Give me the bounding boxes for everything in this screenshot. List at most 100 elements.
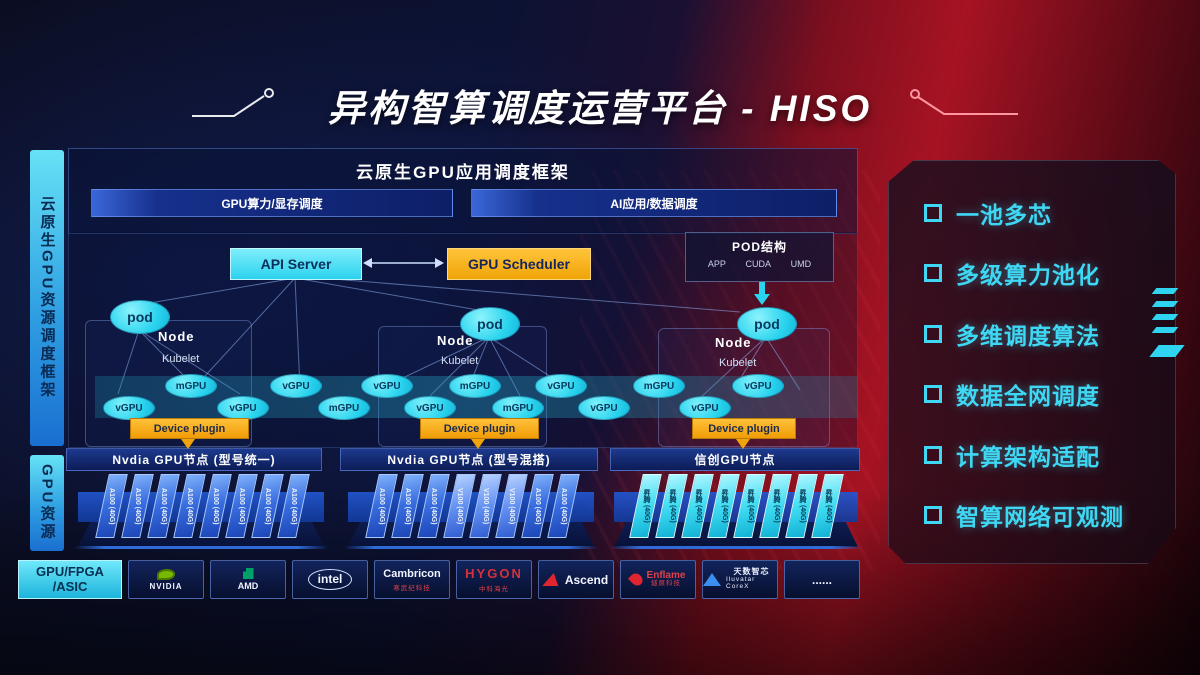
- vendor-nvidia: NVIDIA: [128, 560, 204, 599]
- gpu-chip: vGPU: [361, 374, 413, 398]
- gpu-scheduler-box: GPU Scheduler: [447, 248, 591, 280]
- feature-item: 一池多芯: [924, 196, 1176, 230]
- vendor-iluvatar: 天数智芯 Iluvatar CoreX: [702, 560, 778, 599]
- device-plugin-arrow-icon: [736, 439, 750, 449]
- gpu-chip: vGPU: [578, 396, 630, 420]
- nvidia-logo-icon: [157, 568, 175, 580]
- node-label: Node: [715, 335, 752, 350]
- vendor-name: HYGON: [465, 566, 523, 581]
- pod-structure-title: POD结构: [731, 240, 787, 254]
- page-title: 异构智算调度运营平台 - HISO: [327, 88, 873, 129]
- gpu-chip: mGPU: [492, 396, 544, 420]
- app-framework-header: 云原生GPU应用调度框架: [356, 163, 570, 182]
- gpu-chip: vGPU: [217, 396, 269, 420]
- api-server-box: API Server: [230, 248, 362, 280]
- gpu-card-label: A100 (40G): [290, 487, 298, 525]
- stack-edge: [74, 546, 328, 549]
- vendor-subname: 燧原科技: [651, 580, 681, 588]
- device-plugin-arrow-icon: [471, 439, 485, 449]
- hardware-label-line1: GPU/FPGA: [36, 563, 104, 579]
- gpu-chip: mGPU: [633, 374, 685, 398]
- hardware-type-box: GPU/FPGA /ASIC: [18, 560, 122, 599]
- feature-item: 计算架构适配: [924, 438, 1176, 472]
- vendor-cambricon: Cambricon 寒武纪科技: [374, 560, 450, 599]
- vendor-subname: 寒武纪科技: [393, 584, 431, 592]
- gpu-card-label: A100 (40G): [160, 487, 168, 525]
- vendor-subname: Iluvatar CoreX: [726, 575, 756, 590]
- feature-label: 智算网络可观测: [956, 503, 1124, 530]
- feature-label: 一池多芯: [956, 202, 1052, 228]
- pod-ellipse-1: pod: [110, 300, 170, 334]
- gpu-stack-group-2: A100 (40G) A100 (40G) A100 (40G) V100 (4…: [344, 472, 598, 556]
- vendor-hygon: HYGON 中科海光: [456, 560, 532, 599]
- gpu-card-label: 昇腾 (40G): [798, 489, 806, 523]
- gpu-chip: mGPU: [165, 374, 217, 398]
- node-group-bar-xinchuang: 信创GPU节点: [610, 448, 860, 471]
- vendor-name: NVIDIA: [149, 581, 183, 591]
- gpu-card-label: 昇腾 (40G): [668, 489, 676, 523]
- feature-item: 多维调度算法: [924, 317, 1176, 351]
- gpu-card-label: A100 (40G): [108, 487, 116, 525]
- vendor-ascend: Ascend: [538, 560, 614, 599]
- vendor-intel: intel: [292, 560, 368, 599]
- hardware-label-line2: /ASIC: [52, 578, 88, 594]
- square-bullet-icon: [924, 505, 942, 524]
- gpu-card-label: A100 (40G): [238, 487, 246, 525]
- gpu-chip: vGPU: [732, 374, 784, 398]
- feature-item: 多级算力池化: [924, 256, 1176, 290]
- pod-structure-item: APP: [707, 259, 726, 269]
- gpu-card-label: V100 (40G): [482, 487, 489, 525]
- gpu-card-label: A100 (40G): [378, 487, 386, 525]
- gpu-card-label: A100 (40G): [264, 487, 272, 525]
- more-vendors-dots: ......: [811, 572, 832, 587]
- iluvatar-logo-icon: [703, 572, 721, 586]
- feature-label: 计算架构适配: [956, 443, 1100, 470]
- app-framework-panel: 云原生GPU应用调度框架 GPU算力/显存调度 AI应用/数据调度: [68, 148, 858, 234]
- gpu-card-label: V100 (40G): [456, 487, 463, 525]
- gpu-chip: vGPU: [103, 396, 155, 420]
- device-plugin-box-2: Device plugin: [420, 418, 539, 439]
- feature-label: 多级算力池化: [956, 262, 1100, 289]
- gpu-card-label: 昇腾 (40G): [720, 489, 728, 523]
- device-plugin-box-3: Device plugin: [692, 418, 796, 439]
- vendor-more: ......: [784, 560, 860, 599]
- square-bullet-icon: [924, 385, 942, 404]
- feature-label: 数据全网调度: [956, 383, 1100, 410]
- ai-app-data-scheduling-bar: AI应用/数据调度: [471, 189, 837, 217]
- stack-edge: [344, 546, 598, 549]
- gpu-compute-scheduling-bar: GPU算力/显存调度: [91, 189, 453, 217]
- vendor-enflame: Enflame 燧原科技: [620, 560, 696, 599]
- gpu-card-label: A100 (40G): [430, 487, 438, 525]
- gpu-card-label: A100 (40G): [560, 487, 568, 525]
- kubelet-label: Kubelet: [441, 355, 479, 367]
- device-plugin-box-1: Device plugin: [130, 418, 249, 439]
- title-circuit-right-icon: [910, 89, 1018, 115]
- square-bullet-icon: [924, 324, 942, 343]
- pod-structure-item: UMD: [790, 259, 812, 269]
- kubelet-label: Kubelet: [162, 353, 200, 365]
- gpu-card-label: 昇腾 (40G): [824, 489, 832, 523]
- feature-label: 多维调度算法: [956, 322, 1100, 349]
- vendor-name: Cambricon: [383, 567, 441, 580]
- feature-item: 数据全网调度: [924, 377, 1176, 411]
- gpu-chip: mGPU: [318, 396, 370, 420]
- vendor-name: 天数智芯: [733, 567, 770, 577]
- device-plugin-arrow-icon: [181, 439, 195, 449]
- gpu-card-label: A100 (40G): [404, 487, 412, 525]
- ascend-logo-icon: [542, 573, 561, 586]
- sidebar-scheduler-label: 云原生GPU资源调度框架: [38, 196, 56, 400]
- gpu-card-label: A100 (40G): [186, 487, 194, 525]
- features-panel: 一池多芯 多级算力池化 多维调度算法 数据全网调度 计算架构适配 智算网络可观测: [888, 160, 1176, 564]
- gpu-stack-group-1: A100 (40G) A100 (40G) A100 (40G) A100 (4…: [74, 472, 328, 556]
- gpu-card-label: 昇腾 (40G): [642, 489, 650, 523]
- gpu-card-label: A100 (40G): [134, 487, 142, 525]
- node-label: Node: [158, 329, 195, 344]
- gpu-card-label: V100 (40G): [508, 487, 515, 525]
- vendor-name: Enflame: [646, 569, 686, 581]
- square-bullet-icon: [924, 264, 942, 283]
- vendor-name: AMD: [237, 581, 259, 591]
- gpu-stack-group-3: 昇腾 (40G) 昇腾 (40G) 昇腾 (40G) 昇腾 (40G) 昇腾 (…: [610, 472, 862, 556]
- gpu-chip: mGPU: [449, 374, 501, 398]
- amd-logo-icon: [242, 568, 254, 579]
- stack-edge: [610, 546, 862, 549]
